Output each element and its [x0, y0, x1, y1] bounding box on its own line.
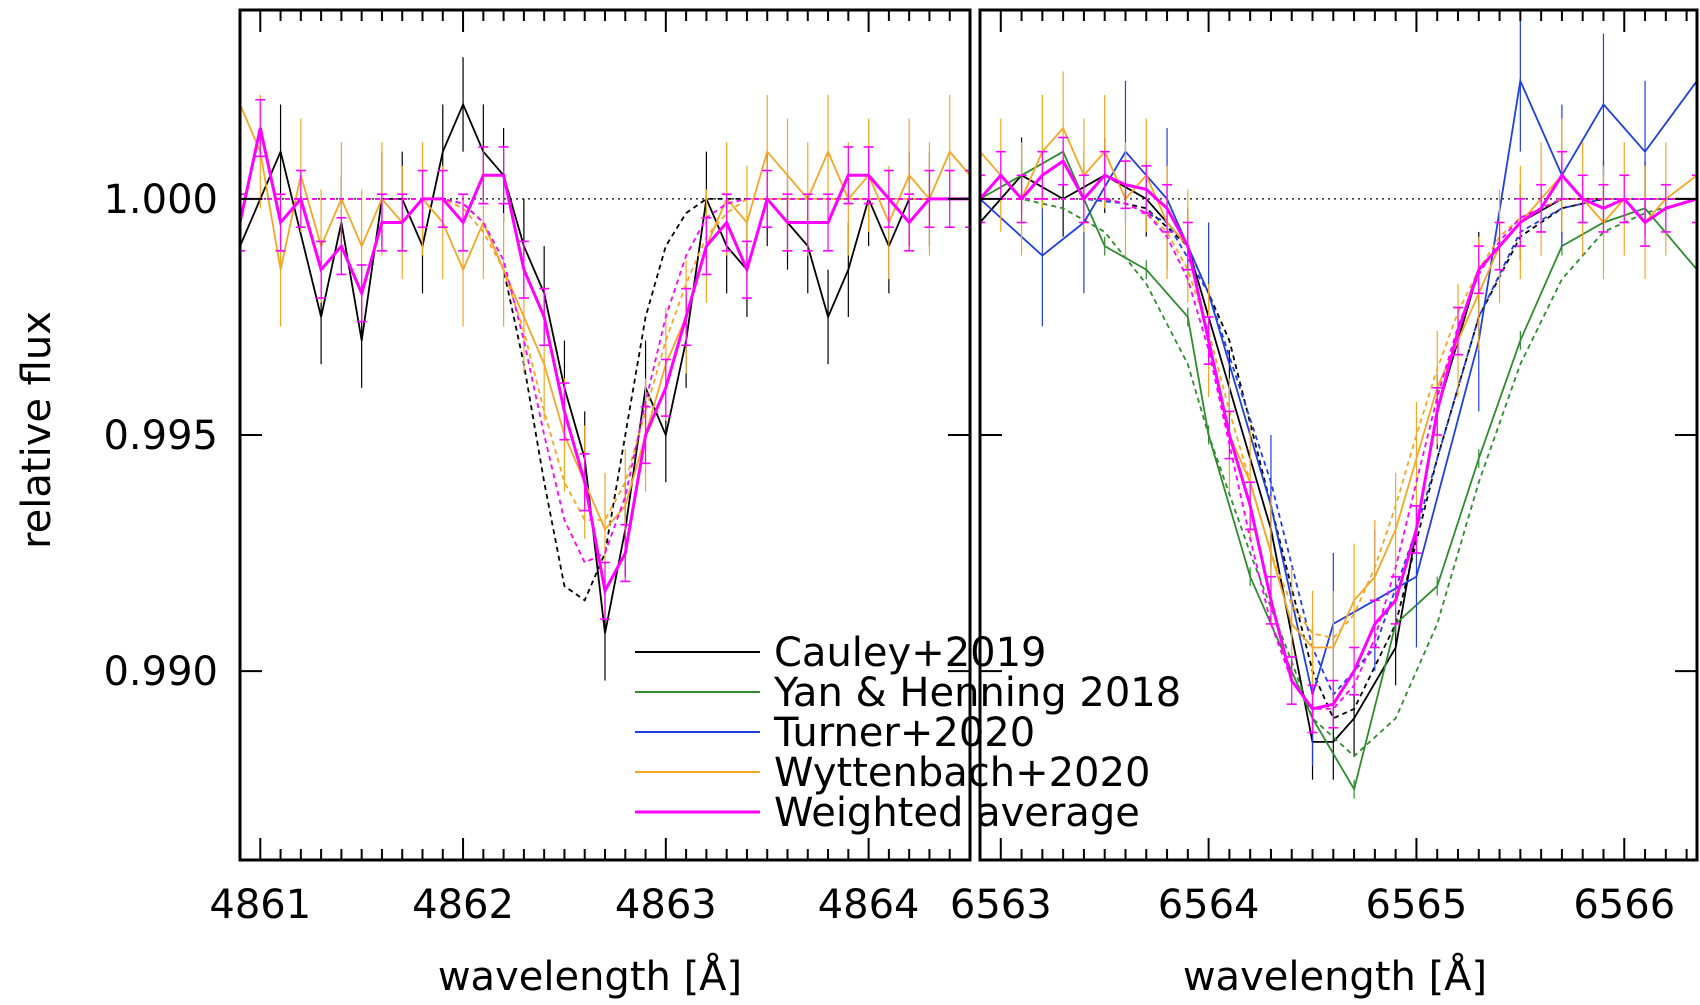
legend-label-0: Cauley+2019 — [774, 630, 1047, 676]
x-tick-label-right: 6564 — [1158, 882, 1260, 928]
x-tick-label-right: 6563 — [950, 882, 1052, 928]
right-panel: 6563 6564 6565 6566 — [950, 8, 1699, 928]
x-tick-label-left: 4861 — [209, 882, 311, 928]
x-tick-label-right: 6566 — [1573, 882, 1675, 928]
legend-label-4: Weighted average — [774, 790, 1140, 836]
series-right-4 — [980, 136, 1697, 734]
series-right-3 — [980, 71, 1697, 705]
data-line-left-1 — [240, 104, 970, 532]
plot-area-right — [980, 10, 1697, 799]
model-line-left-1 — [240, 198, 970, 521]
model-line-right-4 — [980, 198, 1697, 710]
x-tick-label-right: 6565 — [1366, 882, 1468, 928]
legend-label-1: Yan & Henning 2018 — [773, 670, 1181, 716]
data-line-right-2 — [980, 77, 1697, 695]
plot-area-left — [240, 47, 970, 681]
data-line-left-2 — [240, 127, 970, 596]
x-tick-label-left: 4864 — [818, 882, 920, 928]
y-axis-title: relative flux — [14, 311, 60, 549]
left-panel: 4861 4862 4863 4864 0.990 0.995 1.000 — [103, 8, 972, 928]
series-left-1 — [240, 47, 970, 587]
model-line-right-0 — [980, 198, 1697, 720]
x-axis-title-right: wavelength [Å] — [1183, 952, 1487, 1000]
x-tick-label-left: 4862 — [412, 882, 514, 928]
legend-label-3: Wyttenbach+2020 — [774, 750, 1150, 796]
y-tick-label: 0.995 — [103, 413, 218, 459]
x-axis-title-left: wavelength [Å] — [438, 952, 742, 1000]
model-line-right-3 — [980, 198, 1697, 640]
data-line-right-0 — [980, 174, 1697, 743]
legend-label-2: Turner+2020 — [773, 710, 1035, 756]
y-tick-label: 1.000 — [103, 177, 218, 223]
series-right-2 — [980, 10, 1697, 766]
y-tick-label: 0.990 — [103, 649, 218, 695]
data-line-right-4 — [980, 158, 1697, 711]
series-left-2 — [240, 98, 970, 620]
data-line-left-0 — [240, 102, 970, 634]
x-tick-label-left: 4863 — [615, 882, 717, 928]
frame-right — [978, 8, 1699, 862]
